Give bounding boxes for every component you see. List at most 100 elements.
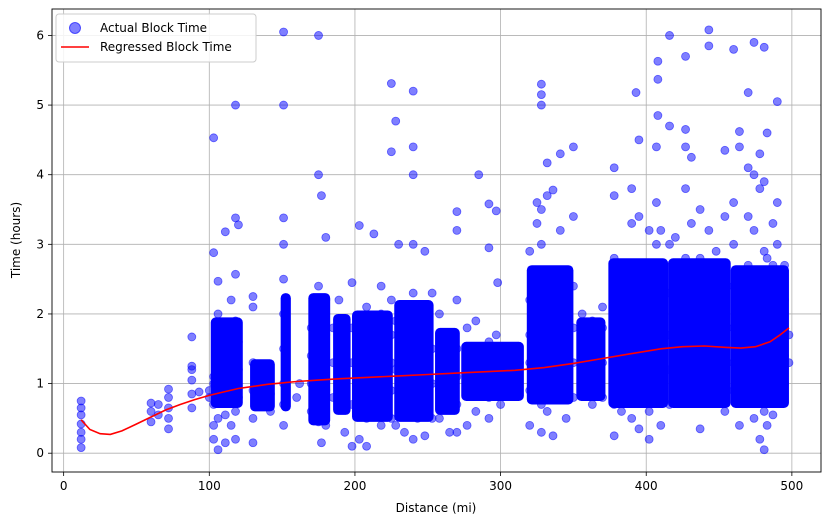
data-point — [762, 309, 772, 319]
data-point — [362, 441, 371, 451]
data-point — [491, 379, 501, 388]
data-point — [569, 212, 578, 221]
data-point — [772, 393, 782, 402]
data-point — [386, 79, 396, 88]
data-point — [569, 393, 578, 402]
data-point — [525, 295, 535, 305]
data-point — [484, 413, 494, 423]
data-point — [627, 267, 637, 277]
data-point — [780, 260, 789, 270]
data-point — [577, 337, 587, 347]
data-point — [644, 226, 654, 235]
data-point — [231, 434, 240, 444]
data-point — [369, 229, 379, 239]
data-point — [617, 407, 626, 416]
data-point — [279, 344, 288, 354]
data-point — [279, 213, 288, 223]
grid-lines — [52, 9, 821, 472]
data-point — [525, 386, 535, 395]
data-point — [755, 274, 765, 284]
data-point — [314, 281, 323, 291]
data-point — [681, 142, 690, 152]
data-point — [652, 198, 661, 207]
data-point — [321, 232, 331, 242]
data-point — [484, 337, 494, 347]
data-point — [653, 56, 663, 66]
data-point — [491, 358, 501, 368]
data-point — [749, 379, 759, 388]
data-point — [735, 142, 744, 152]
data-point — [631, 88, 641, 97]
data-point — [577, 386, 587, 395]
legend-label-actual: Actual Block Time — [100, 21, 207, 35]
data-point — [354, 221, 364, 230]
data-point — [452, 344, 462, 354]
data-point — [209, 248, 219, 258]
data-point — [665, 330, 674, 340]
data-point — [729, 44, 739, 54]
data-point — [510, 351, 520, 361]
data-point — [548, 386, 558, 395]
data-point — [340, 344, 350, 354]
data-point — [729, 358, 739, 368]
data-point — [542, 191, 552, 200]
data-point — [627, 219, 637, 228]
data-point — [435, 386, 444, 395]
data-point — [328, 393, 338, 402]
data-point — [634, 316, 644, 326]
data-point — [536, 100, 546, 110]
data-point — [226, 358, 236, 368]
data-point — [759, 295, 769, 305]
data-point — [515, 358, 524, 368]
data-point — [314, 31, 323, 40]
data-point — [164, 413, 173, 423]
data-point — [755, 386, 765, 395]
data-point — [656, 420, 666, 430]
data-point — [704, 386, 714, 395]
data-point — [720, 344, 730, 354]
data-point — [279, 239, 288, 249]
data-point — [525, 420, 535, 430]
data-point — [231, 269, 240, 279]
data-point — [231, 379, 240, 388]
data-point — [334, 295, 344, 305]
data-point — [652, 323, 661, 333]
data-point — [536, 205, 546, 214]
data-point — [561, 274, 571, 284]
data-point — [164, 424, 173, 434]
data-point — [609, 365, 619, 375]
data-point — [569, 281, 578, 291]
data-point — [772, 97, 782, 106]
y-tick-label: 1 — [36, 377, 44, 391]
data-point — [525, 330, 535, 340]
data-point — [525, 246, 535, 256]
x-tick-label: 100 — [198, 479, 221, 493]
data-point — [762, 253, 772, 263]
data-point — [686, 379, 696, 388]
data-point — [768, 302, 778, 312]
data-point — [340, 316, 350, 326]
x-tick-label: 400 — [635, 479, 658, 493]
data-point — [743, 365, 753, 375]
data-point — [743, 163, 753, 173]
data-point — [471, 379, 481, 388]
data-point — [266, 407, 275, 416]
data-point — [665, 400, 674, 409]
y-tick-label: 2 — [36, 307, 44, 321]
data-point — [743, 260, 753, 270]
data-point — [231, 316, 240, 326]
data-point — [542, 372, 552, 382]
y-tick-label: 5 — [36, 98, 44, 112]
data-point — [627, 413, 637, 423]
data-point — [340, 427, 350, 437]
data-point — [577, 365, 587, 375]
data-point — [386, 147, 396, 157]
data-point — [445, 365, 455, 375]
data-point — [76, 396, 86, 406]
data-point — [536, 239, 546, 249]
data-point — [420, 400, 430, 409]
data-point — [720, 407, 730, 416]
data-point — [220, 410, 230, 420]
data-point — [784, 358, 794, 368]
data-point — [220, 227, 230, 237]
